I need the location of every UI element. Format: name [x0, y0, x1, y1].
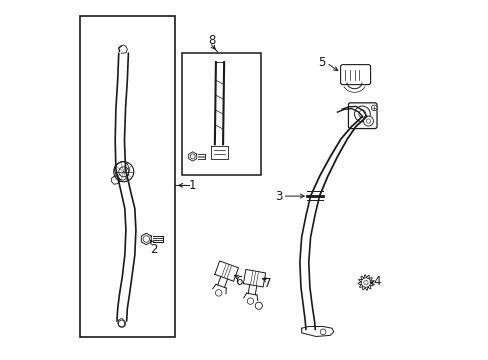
Circle shape: [366, 119, 370, 123]
Circle shape: [363, 280, 367, 285]
Text: 4: 4: [372, 275, 380, 288]
Circle shape: [361, 278, 370, 287]
Bar: [182, 53, 260, 175]
Text: 7: 7: [264, 277, 271, 290]
Text: 8: 8: [207, 34, 215, 47]
Circle shape: [143, 236, 149, 242]
Circle shape: [114, 162, 134, 182]
Circle shape: [190, 154, 195, 159]
Circle shape: [370, 105, 376, 111]
Circle shape: [247, 298, 253, 304]
Circle shape: [354, 106, 369, 122]
FancyBboxPatch shape: [348, 103, 376, 129]
Circle shape: [215, 290, 222, 296]
Circle shape: [119, 167, 128, 177]
Circle shape: [320, 329, 325, 335]
Text: 3: 3: [274, 190, 282, 203]
Circle shape: [358, 111, 365, 117]
Text: 1: 1: [188, 179, 196, 192]
Bar: [80, 16, 175, 337]
FancyBboxPatch shape: [340, 64, 370, 85]
Circle shape: [255, 302, 262, 309]
Text: 6: 6: [235, 275, 243, 288]
Text: 2: 2: [149, 243, 157, 256]
Circle shape: [363, 116, 373, 126]
Text: 5: 5: [318, 56, 325, 69]
Circle shape: [118, 320, 125, 327]
